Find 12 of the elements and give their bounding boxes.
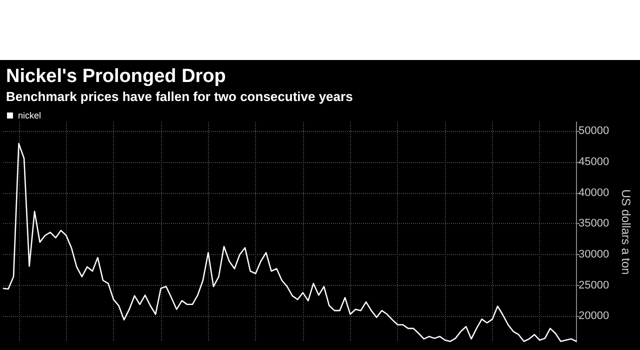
y-tick-label: 25000	[578, 279, 610, 292]
y-tick-label: 20000	[578, 310, 610, 322]
y-tick-label: 40000	[578, 186, 610, 199]
y-tick-label: 50000	[578, 125, 610, 138]
chart-subtitle: Benchmark prices have fallen for two consecutive years	[6, 89, 353, 104]
y-tick-label: 35000	[578, 218, 610, 230]
legend-label: nickel	[18, 110, 42, 120]
y-tick-label: 45000	[578, 156, 610, 168]
y-axis-title: US dollars a ton	[619, 189, 633, 275]
line-series	[2, 142, 578, 342]
chart-title: Nickel's Prolonged Drop	[6, 66, 226, 87]
y-tick-label: 30000	[578, 248, 610, 260]
